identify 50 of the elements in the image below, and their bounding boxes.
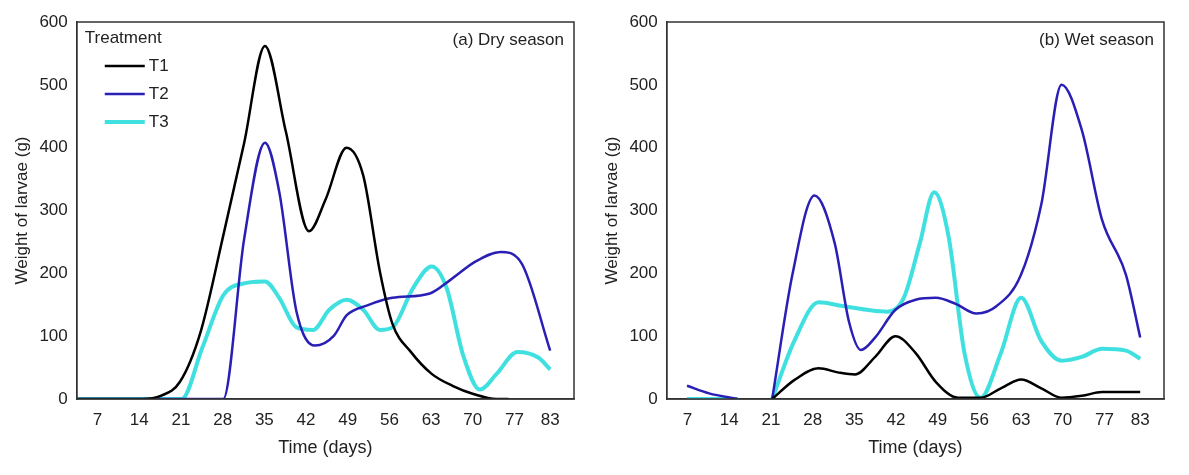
x-tick-label: 49 (928, 409, 948, 429)
y-tick-label: 400 (629, 137, 658, 157)
x-tick-label: 56 (969, 409, 989, 429)
x-tick-label: 7 (682, 409, 693, 429)
x-tick-label: 56 (379, 409, 399, 429)
y-tick-label: 200 (39, 263, 68, 283)
legend-label: T3 (148, 111, 169, 131)
y-tick-label: 200 (629, 263, 658, 283)
y-tick-label: 300 (39, 200, 68, 220)
x-tick-label: 7 (92, 409, 103, 429)
x-tick-label: 70 (1053, 409, 1073, 429)
line-series (76, 264, 553, 399)
x-tick-label: 49 (338, 409, 358, 429)
x-tick-label: 42 (886, 409, 906, 429)
y-tick-label: 500 (629, 74, 658, 94)
x-tick-label: 35 (254, 409, 274, 429)
x-tick-label: 21 (761, 409, 781, 429)
text: (b) Wet season (1039, 30, 1154, 50)
x-axis-title: Time (days) (868, 437, 963, 458)
y-tick-label: 600 (39, 11, 68, 31)
x-tick-label: 14 (129, 409, 149, 429)
y-tick-label: 600 (629, 11, 658, 31)
y-tick-label: 0 (648, 388, 658, 408)
y-tick-label: 300 (629, 200, 658, 220)
y-tick-label: 100 (39, 325, 68, 345)
x-tick-label: 63 (1011, 409, 1031, 429)
x-tick-label: 42 (296, 409, 316, 429)
x-tick-label: 35 (844, 409, 864, 429)
x-axis-title: Time (days) (278, 437, 373, 458)
x-tick-label: 83 (1130, 409, 1150, 429)
y-axis-title: Weight of larvae (g) (11, 136, 31, 285)
x-tick-label: 77 (504, 409, 524, 429)
x-tick-label: 14 (719, 409, 739, 429)
x-tick-label: 70 (463, 409, 483, 429)
y-tick-label: 0 (58, 388, 68, 408)
y-tick-label: 500 (39, 74, 68, 94)
x-tick-label: 28 (213, 409, 233, 429)
x-tick-label: 21 (171, 409, 191, 429)
legend-label: T1 (148, 55, 169, 75)
y-axis-title: Weight of larvae (g) (601, 136, 621, 285)
legend-title: Treatment (84, 28, 162, 48)
x-tick-label: 83 (540, 409, 560, 429)
legend-label: T2 (148, 83, 169, 103)
y-tick-label: 100 (629, 325, 658, 345)
y-tick-label: 400 (39, 137, 68, 157)
line-series (770, 334, 1142, 399)
text: (a) Dry season (452, 30, 564, 50)
x-tick-label: 28 (803, 409, 823, 429)
x-tick-label: 77 (1094, 409, 1114, 429)
x-tick-label: 63 (421, 409, 441, 429)
